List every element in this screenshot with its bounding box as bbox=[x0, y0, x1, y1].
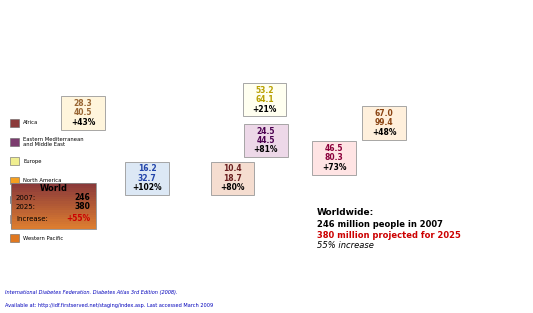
Text: 28.3: 28.3 bbox=[74, 99, 93, 108]
Bar bbox=[11, 206, 96, 208]
Text: 10.4: 10.4 bbox=[223, 164, 241, 173]
Text: +48%: +48% bbox=[372, 128, 397, 137]
Bar bbox=[11, 186, 96, 188]
FancyBboxPatch shape bbox=[362, 106, 406, 140]
Bar bbox=[11, 204, 96, 206]
Text: World: World bbox=[39, 184, 67, 193]
FancyBboxPatch shape bbox=[244, 124, 288, 157]
Bar bbox=[11, 190, 96, 192]
Text: International Diabetes Federation. Diabetes Atlas 3rd Edition (2008).: International Diabetes Federation. Diabe… bbox=[5, 290, 178, 295]
FancyBboxPatch shape bbox=[211, 162, 254, 195]
Text: Worldwide:: Worldwide: bbox=[317, 208, 374, 217]
Bar bbox=[10, 215, 19, 223]
Text: South and Central America: South and Central America bbox=[23, 197, 95, 202]
Text: +102%: +102% bbox=[132, 183, 162, 192]
Bar bbox=[11, 183, 96, 186]
Text: 16.2: 16.2 bbox=[138, 164, 156, 173]
Text: 40.5: 40.5 bbox=[74, 108, 92, 117]
Text: 2007:: 2007: bbox=[16, 195, 36, 201]
Text: 46.5: 46.5 bbox=[325, 144, 343, 153]
Text: North America: North America bbox=[23, 178, 62, 183]
FancyBboxPatch shape bbox=[125, 162, 169, 195]
Text: South-East Asia: South-East Asia bbox=[23, 216, 65, 221]
FancyBboxPatch shape bbox=[312, 141, 356, 175]
Bar bbox=[11, 226, 96, 228]
Bar bbox=[11, 202, 96, 204]
Bar bbox=[11, 192, 96, 195]
FancyBboxPatch shape bbox=[243, 83, 286, 116]
Text: +73%: +73% bbox=[322, 163, 346, 172]
Bar bbox=[10, 196, 19, 203]
Text: 44.5: 44.5 bbox=[257, 136, 275, 145]
Text: 55% increase: 55% increase bbox=[317, 241, 374, 250]
Bar bbox=[11, 215, 96, 217]
Bar bbox=[11, 188, 96, 190]
Bar bbox=[11, 219, 96, 222]
Text: +81%: +81% bbox=[254, 145, 278, 154]
Text: +55%: +55% bbox=[67, 214, 91, 223]
Bar bbox=[11, 210, 96, 213]
Text: +21%: +21% bbox=[252, 105, 277, 114]
Bar bbox=[10, 234, 19, 242]
Bar bbox=[11, 199, 96, 202]
Text: 380 million projected for 2025: 380 million projected for 2025 bbox=[317, 231, 461, 240]
Text: 64.1: 64.1 bbox=[255, 95, 273, 104]
Bar bbox=[10, 138, 19, 146]
Text: Increase:: Increase: bbox=[16, 216, 48, 222]
Bar bbox=[11, 195, 96, 197]
Bar bbox=[11, 213, 96, 215]
Bar bbox=[10, 157, 19, 165]
Text: 246 million people in 2007: 246 million people in 2007 bbox=[317, 220, 443, 228]
Text: Eastern Mediterranean
and Middle East: Eastern Mediterranean and Middle East bbox=[23, 137, 84, 147]
Text: +43%: +43% bbox=[71, 118, 95, 127]
Bar bbox=[11, 217, 96, 219]
Text: Africa: Africa bbox=[23, 120, 39, 125]
Bar bbox=[11, 208, 96, 210]
Text: 80.3: 80.3 bbox=[325, 153, 344, 162]
Text: 53.2: 53.2 bbox=[255, 86, 273, 95]
Text: 18.7: 18.7 bbox=[223, 174, 242, 183]
Text: 2025:: 2025: bbox=[16, 204, 36, 210]
Text: 24.5: 24.5 bbox=[257, 126, 275, 136]
Bar bbox=[11, 197, 96, 199]
Text: 32.7: 32.7 bbox=[138, 174, 157, 183]
Text: 246: 246 bbox=[75, 193, 91, 202]
Bar bbox=[11, 222, 96, 224]
Text: Available at: http://idf.firstserved.net/staging/index.asp. Last accessed March : Available at: http://idf.firstserved.net… bbox=[5, 303, 214, 308]
Text: 67.0: 67.0 bbox=[375, 109, 394, 118]
Bar bbox=[11, 224, 96, 226]
Bar bbox=[11, 183, 96, 228]
Text: 380: 380 bbox=[75, 202, 91, 211]
Text: +80%: +80% bbox=[220, 183, 245, 192]
Text: Western Pacific: Western Pacific bbox=[23, 236, 64, 241]
Bar bbox=[10, 177, 19, 184]
Text: 99.4: 99.4 bbox=[375, 119, 393, 127]
Text: Europe: Europe bbox=[23, 159, 42, 164]
FancyBboxPatch shape bbox=[61, 96, 105, 130]
Bar bbox=[10, 119, 19, 127]
